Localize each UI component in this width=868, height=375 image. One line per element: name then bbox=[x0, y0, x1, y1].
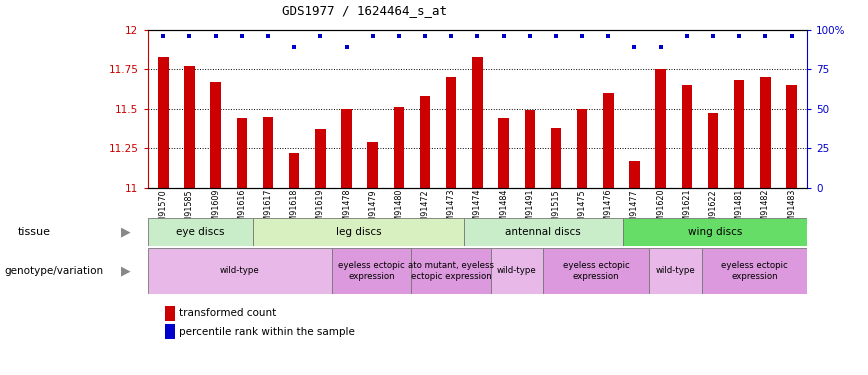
Bar bbox=[148, 217, 253, 246]
Bar bbox=[253, 217, 464, 246]
Bar bbox=[550, 128, 562, 188]
Bar bbox=[655, 69, 666, 188]
Point bbox=[182, 33, 196, 39]
Point bbox=[549, 33, 562, 39]
Text: leg discs: leg discs bbox=[336, 226, 381, 237]
Bar bbox=[341, 109, 352, 188]
Point bbox=[733, 33, 746, 39]
Bar bbox=[464, 217, 622, 246]
Point bbox=[628, 44, 641, 50]
Point bbox=[418, 33, 432, 39]
Point bbox=[339, 44, 353, 50]
Text: wild-type: wild-type bbox=[497, 266, 536, 275]
Point bbox=[706, 33, 720, 39]
Point bbox=[365, 33, 379, 39]
Bar bbox=[446, 77, 457, 188]
Text: tissue: tissue bbox=[17, 226, 50, 237]
Bar bbox=[498, 118, 509, 188]
Bar bbox=[701, 248, 807, 294]
Point bbox=[759, 33, 773, 39]
Point bbox=[392, 33, 406, 39]
Bar bbox=[603, 93, 614, 188]
Bar bbox=[786, 85, 797, 188]
Bar bbox=[629, 161, 640, 188]
Bar bbox=[158, 57, 168, 188]
Point bbox=[785, 33, 799, 39]
Point bbox=[470, 33, 484, 39]
Point bbox=[496, 33, 510, 39]
Bar bbox=[524, 110, 535, 188]
Text: ▶: ▶ bbox=[121, 225, 131, 238]
Bar bbox=[184, 66, 194, 188]
Bar bbox=[289, 153, 299, 188]
Text: percentile rank within the sample: percentile rank within the sample bbox=[179, 327, 355, 337]
Bar bbox=[577, 109, 588, 188]
Text: genotype/variation: genotype/variation bbox=[4, 266, 103, 276]
Bar bbox=[332, 248, 411, 294]
Bar bbox=[263, 117, 273, 188]
Bar bbox=[367, 142, 378, 188]
Text: eye discs: eye discs bbox=[176, 226, 225, 237]
Bar bbox=[148, 248, 332, 294]
Text: GDS1977 / 1624464_s_at: GDS1977 / 1624464_s_at bbox=[282, 4, 447, 17]
Bar bbox=[210, 82, 220, 188]
Bar bbox=[760, 77, 771, 188]
Bar bbox=[649, 248, 701, 294]
Bar bbox=[622, 217, 807, 246]
Bar bbox=[237, 118, 247, 188]
Bar bbox=[734, 80, 745, 188]
Bar bbox=[472, 57, 483, 188]
Text: wild-type: wild-type bbox=[220, 266, 260, 275]
Point bbox=[235, 33, 249, 39]
Text: ato mutant, eyeless
ectopic expression: ato mutant, eyeless ectopic expression bbox=[408, 261, 494, 280]
Bar bbox=[393, 107, 404, 188]
Point bbox=[156, 33, 170, 39]
Text: ▶: ▶ bbox=[121, 264, 131, 278]
Bar bbox=[681, 85, 692, 188]
Bar bbox=[707, 114, 718, 188]
Point bbox=[575, 33, 589, 39]
Text: wild-type: wild-type bbox=[655, 266, 695, 275]
Text: antennal discs: antennal discs bbox=[505, 226, 582, 237]
Point bbox=[444, 33, 458, 39]
Bar bbox=[543, 248, 649, 294]
Text: transformed count: transformed count bbox=[179, 308, 276, 318]
Point bbox=[602, 33, 615, 39]
Point bbox=[680, 33, 694, 39]
Bar bbox=[490, 248, 543, 294]
Text: eyeless ectopic
expression: eyeless ectopic expression bbox=[721, 261, 788, 280]
Bar bbox=[411, 248, 490, 294]
Bar bbox=[420, 96, 431, 188]
Text: wing discs: wing discs bbox=[687, 226, 742, 237]
Text: eyeless ectopic
expression: eyeless ectopic expression bbox=[562, 261, 629, 280]
Point bbox=[523, 33, 536, 39]
Bar bbox=[315, 129, 326, 188]
Point bbox=[261, 33, 275, 39]
Point bbox=[313, 33, 327, 39]
Point bbox=[208, 33, 222, 39]
Point bbox=[287, 44, 301, 50]
Point bbox=[654, 44, 667, 50]
Text: eyeless ectopic
expression: eyeless ectopic expression bbox=[339, 261, 405, 280]
